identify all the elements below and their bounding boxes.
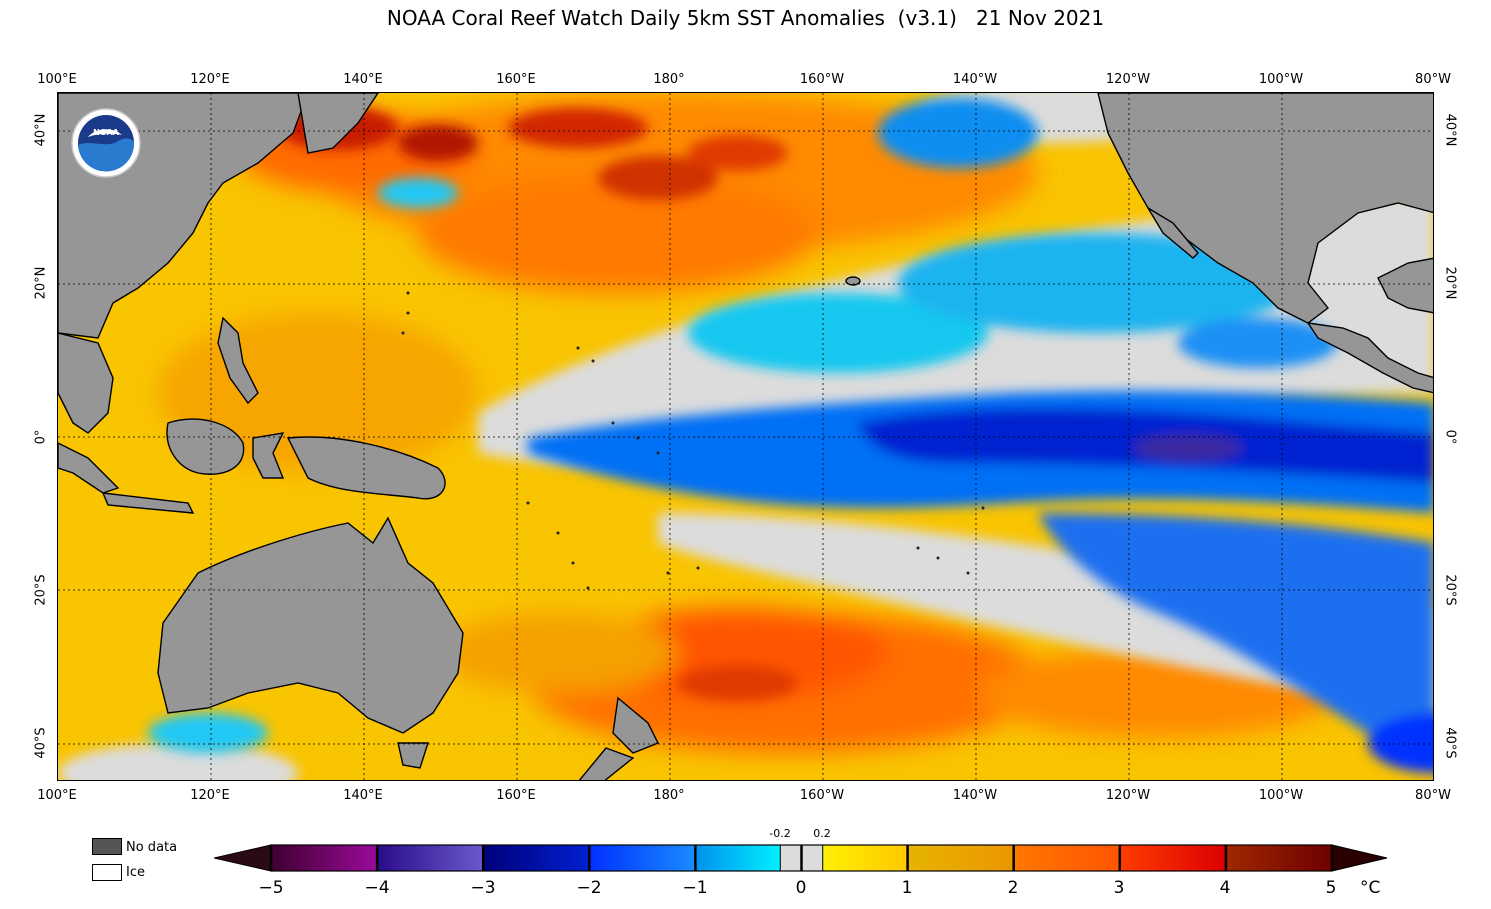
no-data-swatch	[92, 838, 122, 855]
land-sulawesi	[252, 432, 285, 479]
colorbar-segment	[907, 845, 1014, 871]
colorbar-segment	[1119, 845, 1226, 871]
land-central-america	[1306, 322, 1433, 394]
land-philippines	[217, 316, 259, 405]
lon-label-top: 120°W	[1105, 72, 1151, 87]
map-title: NOAA Coral Reef Watch Daily 5km SST Anom…	[386, 6, 1105, 30]
colorbar-tick-label: −4	[364, 878, 390, 898]
land-borneo	[166, 418, 245, 475]
ice-swatch	[92, 864, 122, 881]
land-java	[101, 492, 195, 514]
colorbar-tick-label: 4	[1219, 878, 1231, 898]
lon-label-bottom: 140°E	[343, 788, 383, 803]
lon-label-bottom: 160°W	[799, 788, 845, 803]
land-new-zealand	[612, 696, 659, 754]
svg-text:NOAA: NOAA	[93, 128, 119, 137]
colorbar-segment	[483, 845, 590, 871]
land-yucatan	[1377, 257, 1433, 314]
land-tasmania	[397, 742, 429, 769]
colorbar-neutral-min-label: -0.2	[769, 827, 791, 840]
colorbar-tick-label: 1	[901, 878, 913, 898]
land	[58, 93, 1433, 780]
cold-tongue	[528, 391, 1433, 773]
lon-label-bottom: 160°E	[496, 788, 536, 803]
lon-label-top: 180°	[653, 72, 685, 87]
lon-label-top: 140°W	[952, 72, 998, 87]
colorbar-segment	[695, 845, 781, 871]
lat-label-right: 0°	[1442, 429, 1458, 445]
colorbar-extend-high	[1331, 844, 1388, 872]
lon-label-top: 140°E	[343, 72, 383, 87]
lon-label-top: 160°W	[799, 72, 845, 87]
lon-label-top: 100°E	[37, 72, 77, 87]
lat-label-left: 40°S	[33, 727, 49, 759]
lat-label-right: 40°S	[1442, 727, 1458, 759]
land-new-zealand-south	[578, 747, 635, 780]
colorbar-segment	[589, 845, 696, 871]
colorbar-segment	[1225, 845, 1332, 871]
lon-label-bottom: 80°W	[1415, 788, 1451, 803]
sst-anomaly-map: NOAA	[57, 92, 1434, 781]
lat-label-left: 20°N	[33, 266, 49, 300]
lon-label-bottom: 120°W	[1105, 788, 1151, 803]
land-australia	[157, 516, 464, 734]
lon-label-bottom: 180°	[653, 788, 685, 803]
colorbar-tick-label: 0	[795, 878, 807, 898]
colorbar-segment	[377, 845, 484, 871]
colorbar	[214, 844, 1388, 872]
lat-label-right: 40°N	[1442, 113, 1458, 147]
colorbar-tick-label: 3	[1113, 878, 1125, 898]
lon-label-top: 120°E	[190, 72, 230, 87]
lat-label-left: 0°	[33, 429, 49, 445]
lat-label-left: 40°N	[33, 113, 49, 147]
lat-label-left: 20°S	[33, 574, 49, 606]
colorbar-segment	[1013, 845, 1120, 871]
land-baja	[1147, 207, 1199, 259]
colorbar-segment	[822, 845, 908, 871]
colorbar-tick-label: 2	[1007, 878, 1019, 898]
colorbar-tick-label: −1	[682, 878, 708, 898]
colorbar-unit: °C	[1360, 878, 1381, 898]
colorbar-tick-label: −5	[258, 878, 284, 898]
colorbar-segment	[271, 845, 378, 871]
ice-label: Ice	[126, 865, 145, 880]
lon-label-top: 100°W	[1258, 72, 1304, 87]
colorbar-tick-label: −2	[576, 878, 602, 898]
lat-label-right: 20°N	[1442, 266, 1458, 300]
no-data-label: No data	[126, 840, 178, 855]
lon-label-bottom: 100°W	[1258, 788, 1304, 803]
lon-label-bottom: 120°E	[190, 788, 230, 803]
cool-anomaly-zones	[148, 98, 1338, 753]
lon-label-bottom: 140°W	[952, 788, 998, 803]
land-japan	[297, 93, 379, 154]
lon-label-top: 80°W	[1415, 72, 1451, 87]
lon-label-bottom: 100°E	[37, 788, 77, 803]
small-islands	[401, 291, 985, 590]
colorbar-neutral-max-label: 0.2	[813, 827, 831, 840]
land-indochina	[58, 332, 114, 434]
colorbar-tick-label: 5	[1325, 878, 1337, 898]
colorbar-tick-label: −3	[470, 878, 496, 898]
map-canvas: NOAA	[58, 93, 1433, 780]
noaa-logo: NOAA	[71, 108, 141, 178]
lon-label-top: 160°E	[496, 72, 536, 87]
colorbar-extend-low	[214, 844, 272, 872]
lat-label-right: 20°S	[1442, 574, 1458, 606]
land-hawaii	[845, 276, 861, 286]
land-new-guinea	[286, 436, 446, 500]
